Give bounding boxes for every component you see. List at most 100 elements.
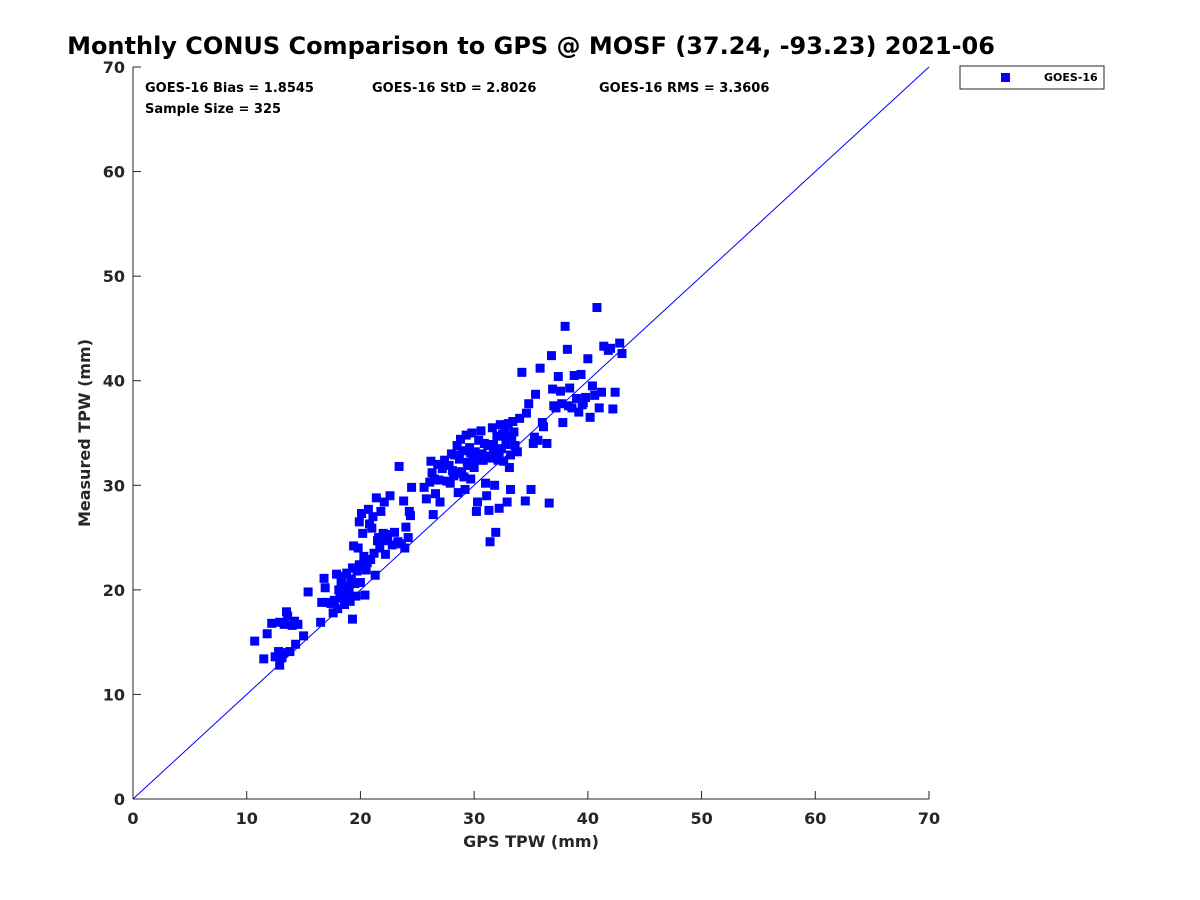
data-point bbox=[428, 510, 438, 520]
data-point bbox=[270, 652, 280, 662]
data-point bbox=[535, 363, 545, 373]
data-point bbox=[565, 383, 575, 393]
data-point bbox=[471, 452, 481, 462]
data-point bbox=[515, 413, 525, 423]
data-point bbox=[466, 474, 476, 484]
data-point bbox=[405, 511, 415, 521]
y-axis-ticks: 0 10 20 30 40 50 60 70 bbox=[103, 58, 141, 809]
data-point bbox=[608, 404, 618, 414]
data-point bbox=[494, 449, 504, 459]
y-tick-label: 50 bbox=[103, 267, 125, 286]
data-point bbox=[334, 585, 344, 595]
data-point bbox=[460, 484, 470, 494]
x-axis-ticks: 0 10 20 30 40 50 60 70 bbox=[127, 791, 940, 828]
data-point bbox=[477, 455, 487, 465]
data-point bbox=[485, 537, 495, 547]
data-point bbox=[336, 576, 346, 586]
data-point bbox=[491, 527, 501, 537]
data-point bbox=[564, 401, 574, 411]
data-point bbox=[350, 579, 360, 589]
data-point bbox=[379, 497, 389, 507]
data-point bbox=[333, 604, 343, 614]
data-point bbox=[303, 587, 313, 597]
data-point bbox=[390, 527, 400, 537]
data-point bbox=[426, 456, 436, 466]
data-point bbox=[328, 608, 338, 618]
data-point bbox=[503, 419, 513, 429]
data-point bbox=[470, 447, 480, 457]
data-point bbox=[585, 412, 595, 422]
data-point bbox=[347, 614, 357, 624]
data-point bbox=[275, 660, 285, 670]
data-point bbox=[430, 489, 440, 499]
data-point bbox=[499, 456, 509, 466]
data-point bbox=[278, 648, 288, 658]
data-point bbox=[383, 536, 393, 546]
data-point bbox=[354, 517, 364, 527]
data-point bbox=[259, 654, 269, 664]
x-tick-label: 20 bbox=[349, 809, 371, 828]
data-point bbox=[520, 496, 530, 506]
data-point bbox=[445, 478, 455, 488]
data-point bbox=[524, 399, 534, 409]
data-point bbox=[477, 449, 487, 459]
data-point bbox=[473, 497, 483, 507]
data-points bbox=[250, 303, 627, 670]
legend-marker-square bbox=[1001, 73, 1010, 82]
data-point bbox=[376, 506, 386, 516]
stat-bias: GOES-16 Bias = 1.8545 bbox=[145, 81, 314, 96]
data-point bbox=[517, 367, 527, 377]
data-point bbox=[433, 459, 443, 469]
data-point bbox=[454, 454, 464, 464]
data-point bbox=[401, 522, 411, 532]
data-point bbox=[603, 345, 613, 355]
data-point bbox=[461, 430, 471, 440]
x-tick-label: 60 bbox=[804, 809, 826, 828]
data-point bbox=[577, 400, 587, 410]
data-point bbox=[504, 463, 514, 473]
data-point bbox=[455, 434, 465, 444]
y-tick-label: 30 bbox=[103, 476, 125, 495]
data-point bbox=[293, 619, 303, 629]
data-point bbox=[467, 428, 477, 438]
data-point bbox=[459, 472, 469, 482]
data-point bbox=[501, 440, 511, 450]
data-point bbox=[496, 444, 506, 454]
data-point bbox=[463, 460, 473, 470]
data-point bbox=[451, 469, 461, 479]
data-point bbox=[599, 341, 609, 351]
data-point bbox=[366, 555, 376, 565]
data-point bbox=[571, 393, 581, 403]
data-point bbox=[592, 303, 602, 313]
data-point bbox=[484, 505, 494, 515]
data-point bbox=[429, 474, 439, 484]
data-point bbox=[576, 369, 586, 379]
data-point bbox=[345, 596, 355, 606]
data-point bbox=[316, 617, 326, 627]
y-tick-label: 0 bbox=[114, 790, 125, 809]
data-point bbox=[583, 354, 593, 364]
y-tick-label: 20 bbox=[103, 581, 125, 600]
data-point bbox=[358, 528, 368, 538]
data-point bbox=[510, 441, 520, 451]
data-point bbox=[488, 445, 498, 455]
data-point bbox=[347, 563, 357, 573]
data-point bbox=[344, 584, 354, 594]
data-point bbox=[425, 477, 435, 487]
data-point bbox=[283, 611, 293, 621]
data-point bbox=[351, 591, 361, 601]
data-point bbox=[277, 653, 287, 663]
stat-rms: GOES-16 RMS = 3.3606 bbox=[599, 81, 769, 96]
data-point bbox=[539, 422, 549, 432]
data-point bbox=[399, 496, 409, 506]
data-point bbox=[560, 321, 570, 331]
data-point bbox=[427, 468, 437, 478]
data-point bbox=[492, 431, 502, 441]
data-point bbox=[274, 647, 284, 657]
data-point bbox=[349, 541, 359, 551]
data-point bbox=[419, 482, 429, 492]
data-point bbox=[506, 484, 516, 494]
data-point bbox=[558, 418, 568, 428]
data-point bbox=[490, 480, 500, 490]
data-point bbox=[450, 450, 460, 460]
